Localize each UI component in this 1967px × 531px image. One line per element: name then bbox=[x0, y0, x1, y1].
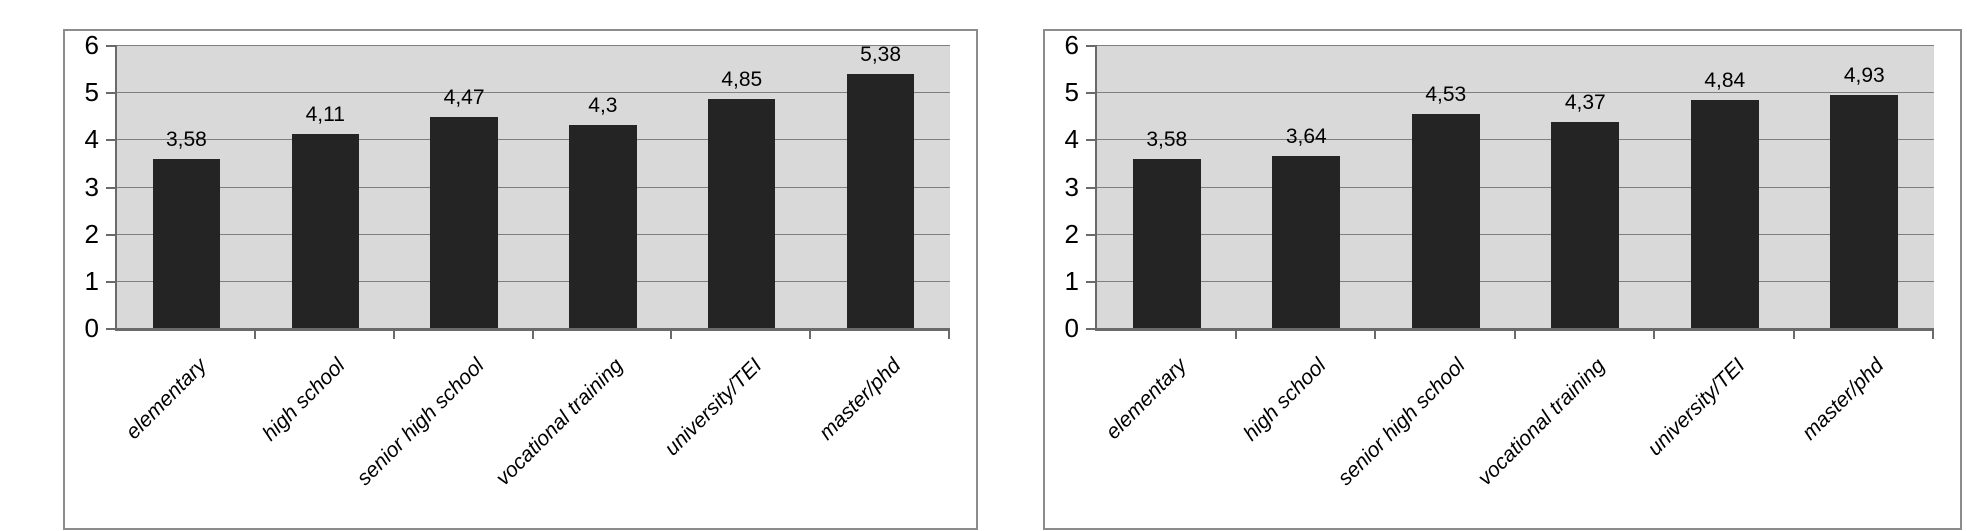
bar bbox=[291, 134, 359, 328]
bar bbox=[1132, 159, 1201, 328]
bar bbox=[1411, 114, 1480, 328]
bar bbox=[1272, 156, 1341, 328]
x-axis-tick bbox=[1653, 331, 1655, 339]
bar-chart-right: 3,58 3,64 4,53 4,37 4,84 4,93 0 1 2 3 4 5 6 elementa… bbox=[1043, 29, 1962, 530]
bar-value-label: 4,84 bbox=[1704, 68, 1746, 92]
category-label: senior high school bbox=[1334, 354, 1471, 490]
bar-value-label: 4,3 bbox=[588, 94, 618, 118]
category-label: master/phd bbox=[1797, 354, 1889, 445]
category-label: high school bbox=[258, 354, 350, 446]
y-axis-tick-label: 3 bbox=[1064, 171, 1079, 202]
bar-value-label: 4,37 bbox=[1564, 90, 1606, 114]
y-axis-tick-label: 0 bbox=[84, 313, 99, 343]
category-label: vocational training bbox=[1473, 354, 1610, 490]
bar-value-label: 3,64 bbox=[1285, 125, 1327, 149]
x-axis-tick bbox=[392, 331, 395, 339]
y-axis-tick bbox=[1086, 139, 1095, 142]
gridline bbox=[1097, 233, 1934, 235]
bar-value-label: 5,38 bbox=[860, 43, 902, 67]
y-axis-tick bbox=[1086, 233, 1095, 236]
y-axis-tick bbox=[106, 139, 115, 142]
category-label: elementary bbox=[120, 354, 211, 444]
y-axis-tick bbox=[1086, 280, 1095, 283]
gridline bbox=[1097, 139, 1934, 141]
plot-area: 3,58 4,11 4,47 4,3 4,85 5,38 bbox=[115, 43, 950, 331]
bar bbox=[430, 117, 498, 328]
x-axis-tick bbox=[1792, 331, 1795, 339]
bar bbox=[569, 125, 637, 328]
bar bbox=[152, 159, 221, 328]
gridline bbox=[1097, 45, 1934, 46]
bar bbox=[1830, 95, 1899, 328]
x-axis-tick bbox=[253, 331, 256, 339]
y-axis-tick bbox=[1086, 45, 1095, 47]
bar bbox=[1551, 121, 1620, 328]
gridline bbox=[117, 92, 950, 94]
y-axis-tick-label: 4 bbox=[84, 124, 99, 155]
category-label: high school bbox=[1239, 354, 1331, 446]
category-label: university/TEI bbox=[659, 354, 767, 461]
y-axis-tick bbox=[1086, 328, 1095, 330]
gridline bbox=[117, 139, 950, 141]
x-axis-tick bbox=[1234, 331, 1237, 339]
y-axis-tick-label: 2 bbox=[1064, 218, 1079, 249]
x-axis-tick bbox=[1374, 331, 1376, 339]
y-axis-tick-label: 1 bbox=[84, 265, 99, 296]
y-axis-tick-label: 3 bbox=[84, 171, 99, 202]
y-axis-tick-label: 0 bbox=[1064, 313, 1079, 343]
y-axis-tick bbox=[106, 92, 115, 95]
bar-value-label: 4,47 bbox=[443, 86, 485, 110]
x-axis-tick bbox=[531, 331, 534, 339]
category-label: elementary bbox=[1101, 354, 1192, 444]
bar bbox=[708, 99, 776, 328]
y-axis-tick-label: 5 bbox=[1064, 77, 1079, 108]
x-axis-tick bbox=[809, 331, 812, 339]
category-label: vocational training bbox=[491, 354, 628, 490]
y-axis-tick bbox=[1086, 92, 1095, 95]
x-axis-tick bbox=[1513, 331, 1516, 339]
gridline bbox=[1097, 92, 1934, 94]
y-axis-tick bbox=[1086, 186, 1095, 189]
y-axis-tick-label: 6 bbox=[84, 30, 99, 60]
y-axis-tick bbox=[106, 186, 115, 189]
bar bbox=[846, 74, 915, 328]
bar-value-label: 4,53 bbox=[1425, 83, 1467, 107]
y-axis-tick-label: 4 bbox=[1064, 124, 1079, 155]
y-axis-tick-label: 5 bbox=[84, 77, 99, 108]
plot-area: 3,58 3,64 4,53 4,37 4,84 4,93 bbox=[1095, 45, 1934, 331]
y-axis-tick-label: 1 bbox=[1064, 265, 1079, 296]
category-label: senior high school bbox=[352, 354, 489, 490]
y-axis-tick bbox=[106, 233, 115, 236]
bar-chart-left: 3,58 4,11 4,47 4,3 4,85 5,38 0 1 2 3 4 5 6 elementar… bbox=[63, 29, 978, 530]
y-axis-tick-label: 6 bbox=[1064, 30, 1079, 60]
gridline bbox=[117, 233, 950, 235]
gridline bbox=[1097, 280, 1934, 282]
gridline bbox=[117, 280, 950, 282]
category-label: university/TEI bbox=[1642, 354, 1750, 461]
bar-value-label: 4,11 bbox=[305, 103, 345, 127]
gridline bbox=[1097, 186, 1934, 188]
bar bbox=[1690, 99, 1759, 328]
y-axis-tick-label: 2 bbox=[84, 218, 99, 249]
gridline bbox=[117, 45, 950, 46]
bar-value-label: 4,93 bbox=[1843, 64, 1885, 88]
x-axis-tick bbox=[948, 331, 950, 339]
bar-value-label: 3,58 bbox=[1146, 128, 1188, 152]
gridline bbox=[117, 186, 950, 188]
x-axis-tick bbox=[1932, 331, 1934, 339]
bar-value-label: 3,58 bbox=[165, 128, 207, 152]
y-axis-tick bbox=[106, 280, 115, 283]
category-label: master/phd bbox=[814, 354, 905, 445]
bar-value-label: 4,85 bbox=[721, 68, 763, 92]
x-axis-tick bbox=[670, 331, 673, 339]
y-axis-tick bbox=[106, 45, 115, 47]
y-axis-tick bbox=[106, 328, 115, 330]
